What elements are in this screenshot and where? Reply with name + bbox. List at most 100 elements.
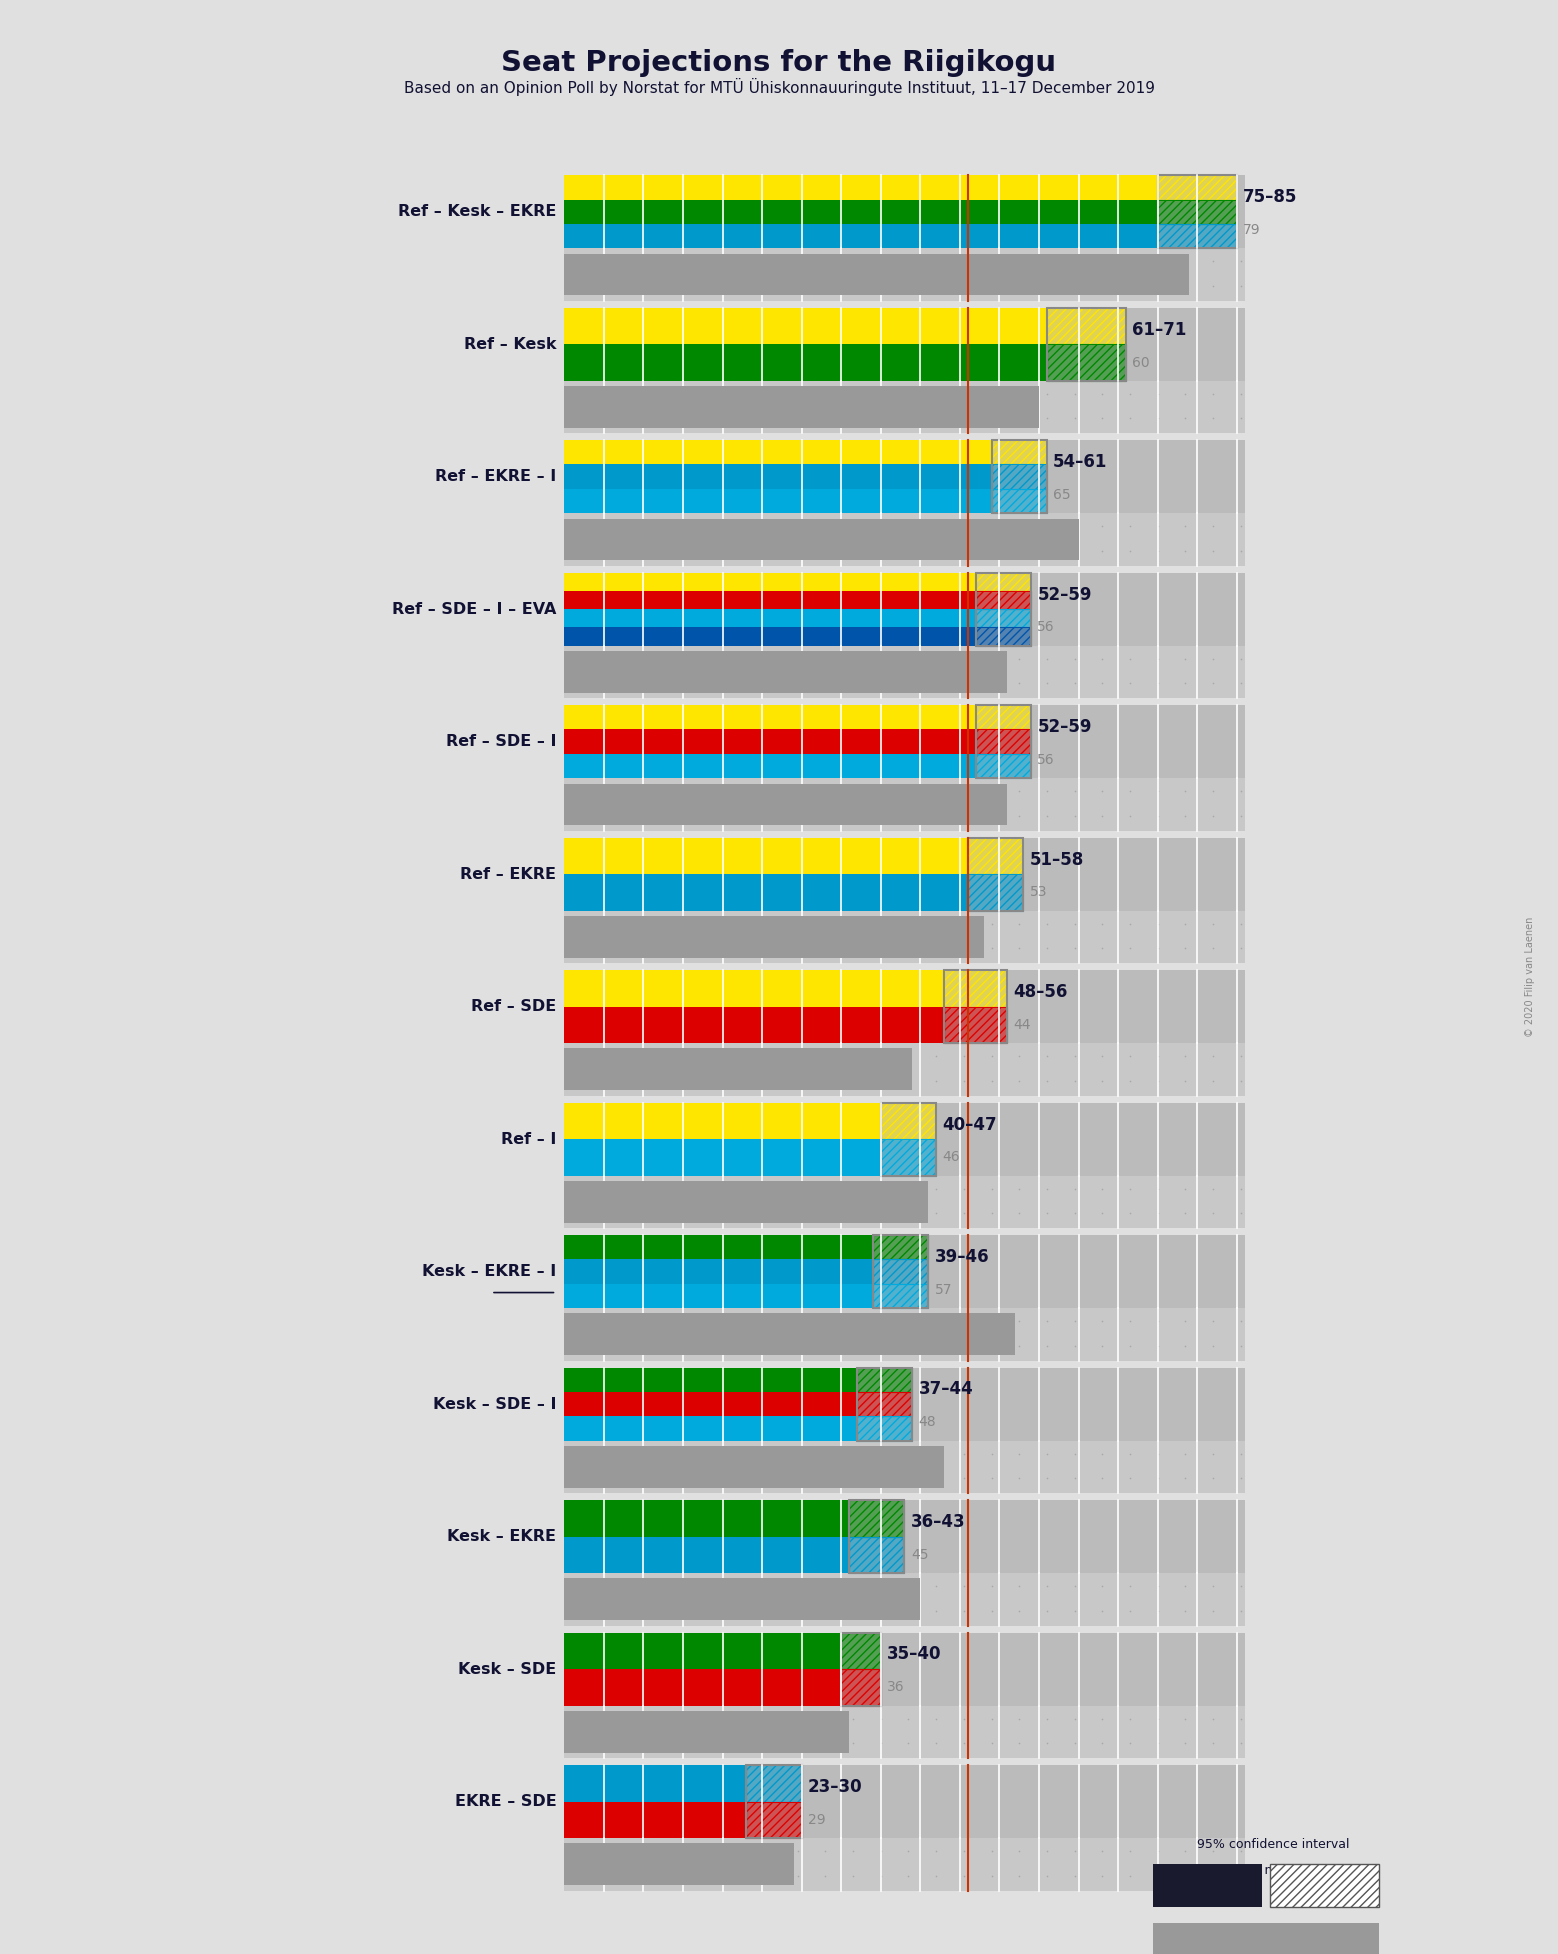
Bar	[564, 610, 975, 627]
Bar	[975, 627, 1031, 645]
Bar	[849, 1536, 905, 1573]
Bar	[564, 1579, 921, 1620]
Bar	[975, 573, 1031, 645]
Bar	[872, 1235, 929, 1260]
Text: Ref – Kesk – EKRE: Ref – Kesk – EKRE	[397, 205, 556, 219]
Bar	[746, 1802, 802, 1839]
Bar	[968, 838, 1024, 911]
Bar	[975, 754, 1031, 778]
Bar	[564, 969, 944, 1006]
Bar	[872, 1284, 929, 1309]
Bar	[1047, 307, 1126, 381]
Bar	[564, 1313, 1016, 1356]
Bar	[975, 573, 1031, 590]
Text: 57: 57	[935, 1284, 952, 1297]
Bar	[564, 573, 1245, 698]
Bar	[564, 1764, 1245, 1891]
Bar	[880, 1102, 936, 1139]
Bar	[564, 1139, 880, 1176]
Bar	[1047, 344, 1126, 381]
Bar	[849, 1501, 905, 1536]
Bar	[872, 1260, 929, 1284]
Bar	[564, 465, 991, 488]
Bar	[880, 1139, 936, 1176]
Bar	[968, 838, 1024, 873]
Text: Kesk – EKRE: Kesk – EKRE	[447, 1530, 556, 1544]
Bar	[857, 1368, 913, 1391]
Bar	[880, 1139, 936, 1176]
Bar	[564, 1368, 1245, 1493]
Text: 53: 53	[1030, 885, 1047, 899]
Bar	[857, 1391, 913, 1417]
Bar	[564, 1417, 857, 1440]
Bar	[564, 344, 1047, 381]
Bar	[975, 610, 1031, 627]
Bar	[564, 1706, 1245, 1759]
Bar	[564, 1501, 1245, 1626]
Bar	[968, 873, 1024, 911]
Text: 48: 48	[919, 1415, 936, 1430]
Bar	[564, 199, 1158, 225]
Bar	[564, 1049, 913, 1090]
Bar	[564, 1043, 1245, 1096]
Bar	[564, 1501, 849, 1536]
Text: 52–59: 52–59	[1038, 586, 1092, 604]
Bar	[564, 838, 1245, 963]
Bar	[564, 387, 1039, 428]
Text: 60: 60	[1133, 356, 1150, 369]
Bar	[564, 1632, 841, 1669]
Bar	[564, 307, 1047, 344]
Bar	[564, 176, 1158, 199]
Bar	[1047, 307, 1126, 344]
Text: Ref – EKRE: Ref – EKRE	[460, 868, 556, 881]
Bar	[1158, 225, 1237, 248]
Text: 51–58: 51–58	[1030, 850, 1084, 868]
Bar	[564, 248, 1245, 301]
Text: EKRE – SDE: EKRE – SDE	[455, 1794, 556, 1809]
Bar	[1158, 176, 1237, 248]
Text: 46: 46	[943, 1151, 960, 1165]
Bar	[1158, 199, 1237, 225]
Bar	[857, 1368, 913, 1440]
Bar	[975, 610, 1031, 627]
Bar	[564, 1669, 841, 1706]
Bar	[564, 1368, 857, 1391]
Text: Based on an Opinion Poll by Norstat for MTÜ Ühiskonnauuringute Instituut, 11–17 : Based on an Opinion Poll by Norstat for …	[404, 78, 1154, 96]
Bar	[564, 1764, 746, 1802]
Bar	[872, 1235, 929, 1309]
Bar	[564, 381, 1245, 434]
Text: 40–47: 40–47	[943, 1116, 997, 1133]
Text: 61–71: 61–71	[1133, 320, 1187, 338]
Text: 35–40: 35–40	[887, 1645, 941, 1663]
Bar	[841, 1632, 880, 1706]
Bar	[1158, 176, 1237, 199]
Bar	[564, 1235, 872, 1260]
Bar	[975, 729, 1031, 754]
Text: 23–30: 23–30	[809, 1778, 863, 1796]
Text: 45: 45	[911, 1548, 929, 1561]
Bar	[841, 1632, 880, 1669]
Bar	[746, 1764, 802, 1802]
Bar	[746, 1764, 802, 1802]
Text: 56: 56	[1038, 752, 1055, 768]
Bar	[857, 1417, 913, 1440]
Bar	[968, 838, 1024, 873]
Bar	[564, 590, 975, 610]
Text: 75–85: 75–85	[1243, 188, 1298, 205]
Bar	[944, 969, 1008, 1006]
Bar	[991, 488, 1047, 514]
Bar	[564, 1536, 849, 1573]
Bar	[564, 1391, 857, 1417]
Bar	[564, 1284, 872, 1309]
Bar	[944, 969, 1008, 1006]
Bar	[1158, 176, 1237, 199]
Bar	[564, 778, 1245, 830]
Bar	[564, 969, 1245, 1096]
Text: 37–44: 37–44	[919, 1380, 974, 1399]
Bar	[564, 873, 968, 911]
Bar	[564, 488, 991, 514]
Bar	[872, 1260, 929, 1284]
Bar	[564, 307, 1245, 434]
Text: 29: 29	[809, 1813, 826, 1827]
Text: Ref – I: Ref – I	[502, 1131, 556, 1147]
